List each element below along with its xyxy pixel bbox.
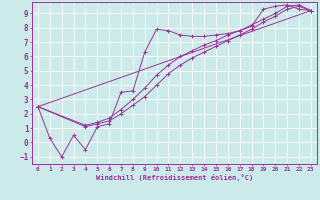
X-axis label: Windchill (Refroidissement éolien,°C): Windchill (Refroidissement éolien,°C) (96, 174, 253, 181)
